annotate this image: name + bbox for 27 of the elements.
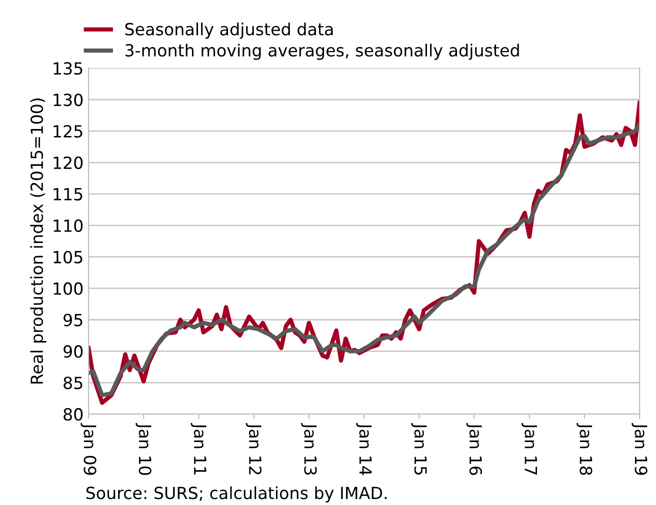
y-tick-label: 85 <box>64 376 82 390</box>
x-tick-label: Jan 12 <box>246 422 262 474</box>
x-tick-label: Jan 14 <box>356 422 372 476</box>
x-tick-label: Jan 19 <box>632 422 648 475</box>
y-tick-label: 95 <box>64 314 82 326</box>
y-tick-label: 125 <box>54 125 82 138</box>
y-tick-label: 130 <box>54 94 83 106</box>
x-tick-label: Jan 16 <box>466 422 482 475</box>
x-tick-label: Jan 15 <box>411 422 427 475</box>
y-tick-label: 115 <box>54 188 82 201</box>
y-tick-label: 80 <box>64 408 83 421</box>
x-tick-label: Jan 17 <box>522 422 538 475</box>
y-tick-label: 100 <box>54 282 83 295</box>
y-tick-label: 105 <box>54 250 82 264</box>
x-tick-label: Jan 09 <box>80 422 96 475</box>
y-tick-label: 135 <box>54 62 82 75</box>
x-tick-label: Jan 11 <box>190 422 206 474</box>
y-axis-title: Real production index (2015=100) <box>30 98 46 384</box>
x-tick-label: Jan 18 <box>576 422 592 475</box>
y-tick-label: 90 <box>64 345 83 358</box>
y-tick-label: 120 <box>54 156 83 170</box>
y-tick-label: 110 <box>54 219 83 232</box>
x-tick-label: Jan 13 <box>301 422 317 475</box>
legend-label: Seasonally adjusted data <box>125 22 333 39</box>
x-tick-label: Jan 10 <box>136 422 152 475</box>
legend-label: 3-month moving averages, seasonally adjusted <box>125 44 519 60</box>
source-note: Source: SURS; calculations by IMAD. <box>86 486 387 502</box>
